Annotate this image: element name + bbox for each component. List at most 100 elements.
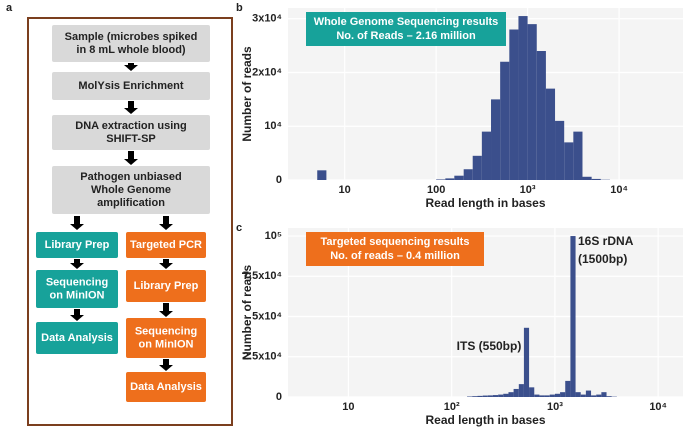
flow-node-label: Sequencing (135, 325, 197, 337)
flow-node-label: Library Prep (45, 239, 110, 251)
flow-arrow (163, 216, 169, 225)
flow-arrow (124, 65, 138, 71)
histogram-bar (513, 388, 519, 397)
y-tick-label: 10⁴ (264, 120, 282, 132)
y-tick-label: 10⁵ (265, 230, 282, 242)
histogram-bar (606, 396, 612, 397)
flow-arrow (159, 311, 173, 317)
annotation-box-text: Targeted sequencing results (321, 236, 470, 248)
histogram-bar (575, 392, 581, 397)
flow-arrow (159, 365, 173, 371)
histogram-bar (545, 88, 556, 180)
y-tick-label: 2.5x10⁴ (243, 351, 282, 363)
flow-node-label: MolYsis Enrichment (78, 80, 183, 92)
y-tick-label: 2x10⁴ (252, 66, 282, 78)
flow-node-label: in 8 mL whole blood) (76, 44, 186, 56)
flow-node-label: amplification (97, 197, 165, 209)
histogram-bar (472, 396, 478, 397)
histogram-bar (596, 394, 602, 397)
flow-node-label: on MinION (139, 338, 194, 350)
histogram-bar (591, 395, 597, 397)
histogram-bar (544, 395, 550, 397)
x-axis-label: Read length in bases (425, 196, 545, 210)
x-tick-label: 100 (427, 184, 445, 196)
flow-node (36, 322, 118, 354)
histogram-bar (565, 380, 571, 397)
flow-node-label: Whole Genome (91, 184, 171, 196)
flow-node-label: Sample (microbes spiked (65, 31, 198, 43)
flow-node (52, 72, 210, 100)
histogram-bar (508, 392, 514, 397)
flow-node-label: Data Analysis (130, 381, 202, 393)
histogram-bar (601, 392, 607, 397)
histogram-bar (555, 120, 565, 180)
x-tick-label: 10⁴ (649, 401, 667, 413)
histogram-bar (436, 179, 446, 180)
y-tick-label: 0 (276, 174, 282, 186)
histogram-bar (498, 394, 504, 397)
histogram-bar (582, 176, 592, 180)
flow-node-label: SHIFT-SP (106, 133, 156, 145)
flow-node-label: Pathogen unbiased (80, 171, 181, 183)
flow-node-label: Targeted PCR (130, 239, 202, 251)
histogram-bar (491, 99, 501, 180)
panel-label: a (6, 2, 13, 14)
flow-arrow (128, 63, 134, 66)
histogram-bar (509, 29, 519, 180)
flow-node (126, 372, 206, 402)
y-tick-label: 5x10⁴ (252, 310, 282, 322)
histogram-bar (472, 155, 482, 180)
x-tick-label: 10³ (520, 184, 536, 196)
histogram-bar (492, 395, 499, 397)
histogram-bar (536, 51, 546, 180)
flow-arrow (124, 108, 138, 114)
flow-arrow (70, 315, 84, 321)
annotation-box (306, 232, 484, 266)
flow-node-label: Library Prep (134, 280, 199, 292)
flow-arrow (70, 263, 84, 269)
flow-arrow (163, 259, 169, 264)
x-tick-label: 10 (342, 401, 354, 413)
flow-node-label: DNA extraction using (75, 120, 186, 132)
histogram-bar (591, 178, 601, 180)
histogram-bar (539, 395, 545, 397)
flow-node (52, 25, 210, 62)
histogram-bar (454, 175, 464, 180)
annotation-box-text: No. of reads – 0.4 million (330, 250, 460, 262)
flow-node (126, 270, 206, 302)
histogram-bar (518, 384, 524, 397)
panel-label: b (236, 2, 243, 14)
histogram-bar (317, 170, 327, 180)
histogram-bar (487, 395, 493, 397)
y-tick-label: 0 (276, 391, 282, 403)
y-axis-label: Number of reads (240, 264, 254, 360)
histogram-bar (503, 393, 509, 397)
histogram-bar (560, 392, 566, 397)
histogram-bar (500, 61, 510, 180)
y-tick-label: 7.5x10⁴ (243, 270, 282, 282)
annotation: (1500bp) (578, 252, 627, 266)
flow-arrow (74, 309, 80, 316)
histogram-bar (463, 169, 473, 180)
histogram-bar (481, 131, 492, 180)
annotation-box-text: No. of Reads – 2.16 million (336, 30, 476, 42)
histogram-bar (529, 387, 535, 397)
flow-node-label: on MinION (50, 289, 105, 301)
flow-arrow (163, 359, 169, 366)
annotation: ITS (550bp) (457, 339, 522, 353)
annotation: 16S rDNA (578, 234, 634, 248)
histogram-bar (554, 393, 561, 397)
histogram-bar (445, 178, 455, 180)
flow-arrow (70, 224, 84, 230)
x-tick-label: 10⁴ (610, 184, 628, 196)
histogram-bar (585, 390, 592, 397)
histogram-bar (523, 327, 530, 397)
flow-arrow (159, 224, 173, 230)
flow-node-label: Sequencing (46, 276, 108, 288)
histogram-bar (564, 142, 574, 180)
histogram-bar (477, 395, 483, 397)
panel-a-frame (27, 17, 233, 426)
histogram-bar (580, 394, 586, 397)
flow-node (52, 115, 210, 150)
